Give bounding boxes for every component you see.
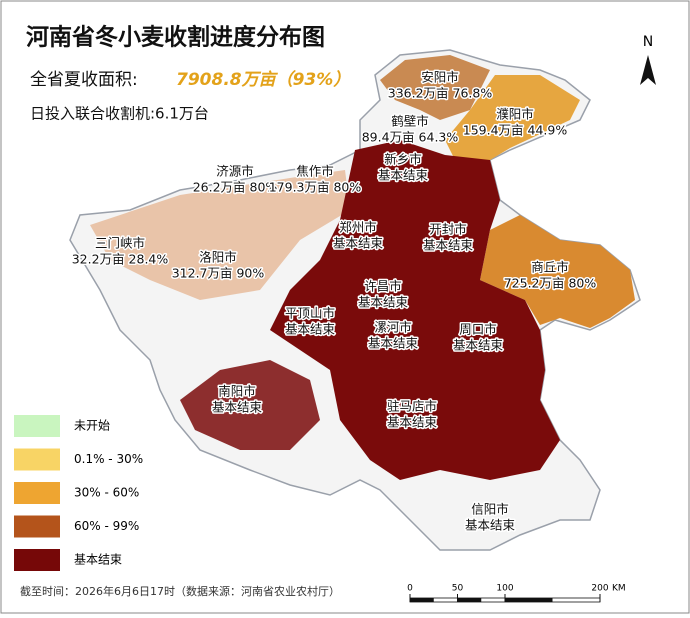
city-name: 开封市 [429,222,467,237]
city-status: 基本结束 [368,336,419,351]
city-status: 89.4万亩 64.3% [362,130,459,145]
region-puyang [445,75,580,160]
scale-segment [505,598,553,602]
city-status: 159.4万亩 44.9% [463,123,568,138]
legend-swatch [14,448,60,471]
city-name: 郑州市 [339,220,377,235]
city-status: 32.2万亩 28.4% [72,252,169,267]
region-done [270,140,560,480]
city-name: 濮阳市 [496,107,534,122]
scale-unit: KM [612,584,626,594]
city-name: 驻马店市 [387,399,437,414]
city-status: 基本结束 [423,238,474,253]
city-name: 许昌市 [364,279,402,294]
legend-swatch [14,482,60,504]
city-name: 漯河市 [374,320,412,335]
city-name: 鹤壁市 [391,114,429,129]
city-name: 信阳市 [471,502,509,517]
city-status: 基本结束 [285,322,336,337]
north-label: N [643,34,653,50]
legend-swatch [14,515,60,538]
city-name: 南阳市 [218,384,256,399]
city-status: 基本结束 [358,295,409,310]
city-status: 179.3万亩 80% [269,180,362,195]
legend-swatch [14,549,60,571]
city-name: 周口市 [459,322,497,337]
scale-label: 100 [496,584,513,594]
north-arrow: N [640,34,656,85]
legend-swatch [14,415,60,437]
city-name: 洛阳市 [199,250,237,265]
city-name: 平顶山市 [285,306,335,321]
city-status: 725.2万亩 80% [504,276,597,291]
scale-label: 0 [407,584,413,594]
city-status: 312.7万亩 90% [172,266,265,281]
area-value: 7908.8万亩（93%） [176,70,350,90]
scale-label: 50 [452,584,464,594]
region-west [90,170,350,300]
north-arrow-shape [640,55,656,85]
city-status: 基本结束 [378,168,429,183]
city-name: 济源市 [216,164,254,179]
legend-label: 0.1% - 30% [74,452,143,466]
footer: 截至时间：2026年6月6日17时（数据来源：河南省农业农村厅） [20,584,340,598]
region-anyang [380,55,490,120]
city-status: 基本结束 [387,415,438,430]
scale-label: 200 [591,584,608,594]
city-name: 三门峡市 [95,236,145,251]
city-name: 焦作市 [296,164,334,179]
machines: 日投入联合收割机:6.1万台 [30,105,209,123]
city-status: 336.2万亩 76.8% [388,86,493,101]
title: 河南省冬小麦收割进度分布图 [26,24,325,51]
city-status: 基本结束 [453,338,504,353]
legend-label: 基本结束 [74,553,122,567]
city-name: 安阳市 [421,70,459,85]
scale-bar: 0 50 100 200 KM [407,584,626,603]
scale-segment [410,598,434,602]
city-status: 基本结束 [212,400,263,415]
city-name: 新乡市 [384,152,422,167]
legend-label: 60% - 99% [74,519,139,533]
region-nanyang [180,360,320,450]
city-status: 基本结束 [465,518,516,533]
city-status: 26.2万亩 80% [193,180,278,195]
area-label: 全省夏收面积: [30,70,138,90]
legend-label: 未开始 [74,419,110,433]
city-status: 基本结束 [333,236,384,251]
region-shangqiu [480,215,635,328]
city-name: 商丘市 [531,260,569,275]
legend: 未开始 0.1% - 30% 30% - 60% 60% - 99% 基本结束 [14,415,143,571]
scale-segment [457,598,482,602]
legend-label: 30% - 60% [74,486,139,500]
